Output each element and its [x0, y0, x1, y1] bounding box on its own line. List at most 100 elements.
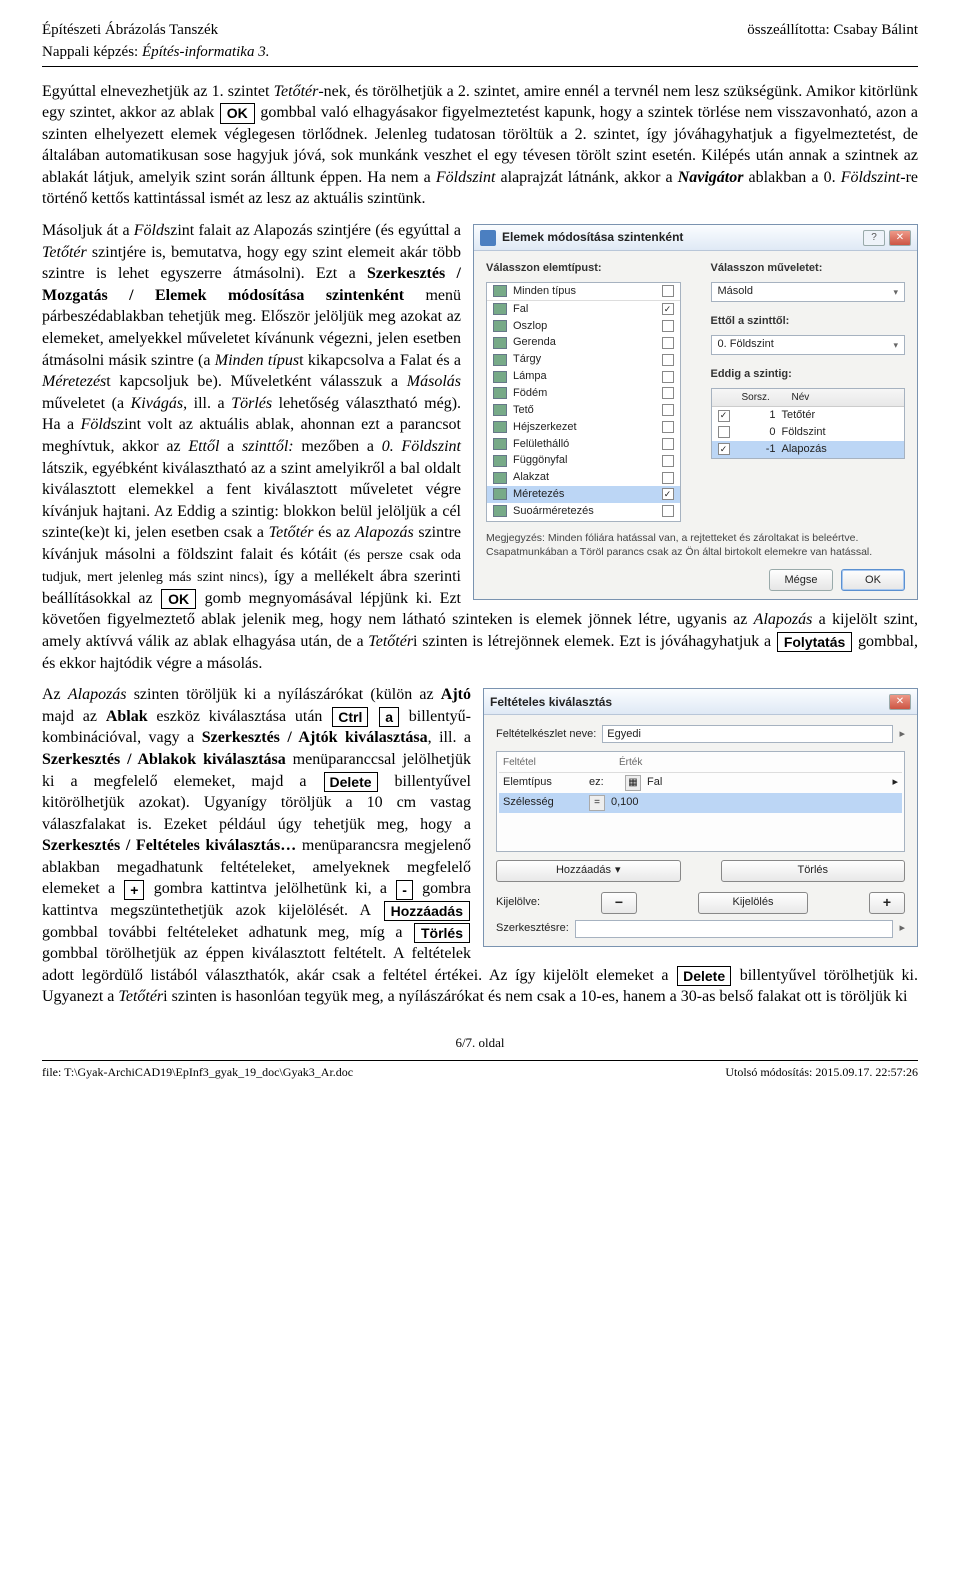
add-key: Hozzáadás — [384, 901, 470, 921]
page-subheader: Nappali képzés: Építés-informatika 3. — [42, 42, 918, 66]
equals-icon[interactable]: = — [589, 795, 605, 811]
type-icon — [493, 337, 507, 349]
page-footer: file: T:\Gyak-ArchiCAD19\EpInf3_gyak_19_… — [42, 1060, 918, 1080]
dialog-conditional-select: Feltételes kiválasztás ✕ Feltételkészlet… — [483, 688, 918, 947]
checkbox[interactable] — [662, 438, 674, 450]
close-button[interactable]: ✕ — [889, 230, 911, 246]
rule-row-selected[interactable]: Szélesség = 0,100 — [499, 793, 902, 813]
checkbox[interactable] — [662, 285, 674, 297]
type-row[interactable]: Tárgy — [487, 351, 680, 368]
delete-rule-button[interactable]: Törlés — [721, 860, 906, 882]
label-set-name: Feltételkészlet neve: — [496, 727, 596, 742]
checkbox[interactable]: ✓ — [662, 303, 674, 315]
level-row[interactable]: 0Földszint — [712, 424, 905, 441]
type-label: Tető — [513, 403, 656, 418]
checkbox[interactable] — [662, 371, 674, 383]
level-row[interactable]: ✓ 1 Tetőtér — [712, 407, 905, 424]
plus-button[interactable]: + — [869, 892, 905, 914]
level-name: Alapozás — [782, 442, 827, 457]
checkbox[interactable] — [662, 455, 674, 467]
checkbox[interactable] — [662, 387, 674, 399]
plus-key: + — [124, 880, 144, 900]
level-name: Tetőtér — [782, 408, 816, 423]
type-row[interactable]: Függönyfal — [487, 452, 680, 469]
type-icon — [493, 438, 507, 450]
type-row[interactable]: Oszlop — [487, 318, 680, 335]
dialog-title: Elemek módosítása szintenként — [502, 229, 683, 245]
combo-all-types[interactable]: Minden típus — [513, 284, 656, 299]
close-button-2[interactable]: ✕ — [889, 694, 911, 710]
type-row[interactable]: Lámpa — [487, 368, 680, 385]
type-row[interactable]: Tető — [487, 402, 680, 419]
type-row[interactable]: Héjszerkezet — [487, 419, 680, 436]
type-icon — [493, 303, 507, 315]
type-row[interactable]: Alakzat — [487, 469, 680, 486]
type-icon — [493, 488, 507, 500]
checkbox[interactable] — [662, 337, 674, 349]
dialog2-titlebar[interactable]: Feltételes kiválasztás ✕ — [484, 689, 917, 715]
delete-key: Delete — [324, 772, 378, 792]
type-label: Héjszerkezet — [513, 420, 656, 435]
type-icon — [493, 472, 507, 484]
type-row[interactable]: Fal✓ — [487, 301, 680, 318]
rules-table: Feltétel Érték Elemtípus ez: ▦ Fal ▸ Szé… — [496, 751, 905, 852]
checkbox[interactable] — [662, 472, 674, 484]
checkbox[interactable]: ✓ — [718, 443, 730, 455]
edit-combo[interactable] — [575, 920, 894, 938]
checkbox[interactable] — [662, 505, 674, 517]
checkbox[interactable] — [662, 404, 674, 416]
footer-file: file: T:\Gyak-ArchiCAD19\EpInf3_gyak_19_… — [42, 1064, 353, 1080]
label-element-type: Válasszon elemtípust: — [486, 261, 681, 276]
type-row[interactable]: Felülethálló — [487, 436, 680, 453]
checkbox[interactable] — [718, 426, 730, 438]
select-button[interactable]: Kijelölés — [698, 892, 808, 914]
checkbox[interactable] — [662, 421, 674, 433]
combo-from-level[interactable]: 0. Földszint — [711, 335, 906, 355]
type-icon — [493, 505, 507, 517]
type-icon — [493, 455, 507, 467]
checkbox[interactable] — [662, 354, 674, 366]
minus-key: - — [396, 880, 413, 900]
level-index: 1 — [736, 408, 776, 423]
footer-modified: Utolsó módosítás: 2015.09.17. 22:57:26 — [725, 1064, 918, 1080]
minus-button[interactable]: − — [601, 892, 637, 914]
checkbox[interactable] — [662, 320, 674, 332]
type-label: Tárgy — [513, 352, 656, 367]
checkbox[interactable]: ✓ — [718, 410, 730, 422]
type-label: Méretezés — [513, 487, 656, 502]
ok-button[interactable]: OK — [841, 569, 905, 591]
wall-icon: ▦ — [625, 775, 641, 791]
dialog-titlebar[interactable]: Elemek módosítása szintenként ? ✕ — [474, 225, 917, 251]
type-row[interactable]: Suoárméretezés — [487, 503, 680, 520]
combo-operation[interactable]: Másold — [711, 282, 906, 302]
level-row[interactable]: ✓-1Alapozás — [712, 441, 905, 458]
add-rule-button[interactable]: Hozzáadás ▾ — [496, 860, 681, 882]
type-row[interactable]: Födém — [487, 385, 680, 402]
type-label: Födém — [513, 386, 656, 401]
type-label: Suoárméretezés — [513, 504, 656, 519]
header-right: összeállította: Csabay Bálint — [747, 20, 918, 40]
type-icon — [493, 371, 507, 383]
checkbox[interactable]: ✓ — [662, 488, 674, 500]
type-row[interactable]: Gerenda — [487, 334, 680, 351]
type-label: Gerenda — [513, 335, 656, 350]
label-from-level: Ettől a szinttől: — [711, 314, 906, 329]
delete-rule-key: Törlés — [414, 923, 470, 943]
page-header: Építészeti Ábrázolás Tanszék összeállíto… — [42, 20, 918, 40]
paragraph-1: Egyúttal elnevezhetjük az 1. szintet Tet… — [42, 81, 918, 211]
set-name-combo[interactable]: Egyedi — [602, 725, 893, 743]
help-button[interactable]: ? — [863, 230, 885, 246]
page-number: 6/7. oldal — [42, 1034, 918, 1052]
label-until-level: Eddig a szintig: — [711, 367, 906, 382]
continue-key: Folytatás — [777, 632, 852, 652]
cancel-button[interactable]: Mégse — [769, 569, 833, 591]
type-row[interactable]: Méretezés ✓ — [487, 486, 680, 503]
type-icon — [493, 421, 507, 433]
app-icon — [480, 230, 496, 246]
type-label: Oszlop — [513, 319, 656, 334]
level-name: Földszint — [782, 425, 826, 440]
ok-key: OK — [220, 103, 255, 123]
ok-key-2: OK — [161, 589, 196, 609]
width-input[interactable]: 0,100 — [611, 795, 691, 810]
rule-row[interactable]: Elemtípus ez: ▦ Fal ▸ — [499, 773, 902, 793]
